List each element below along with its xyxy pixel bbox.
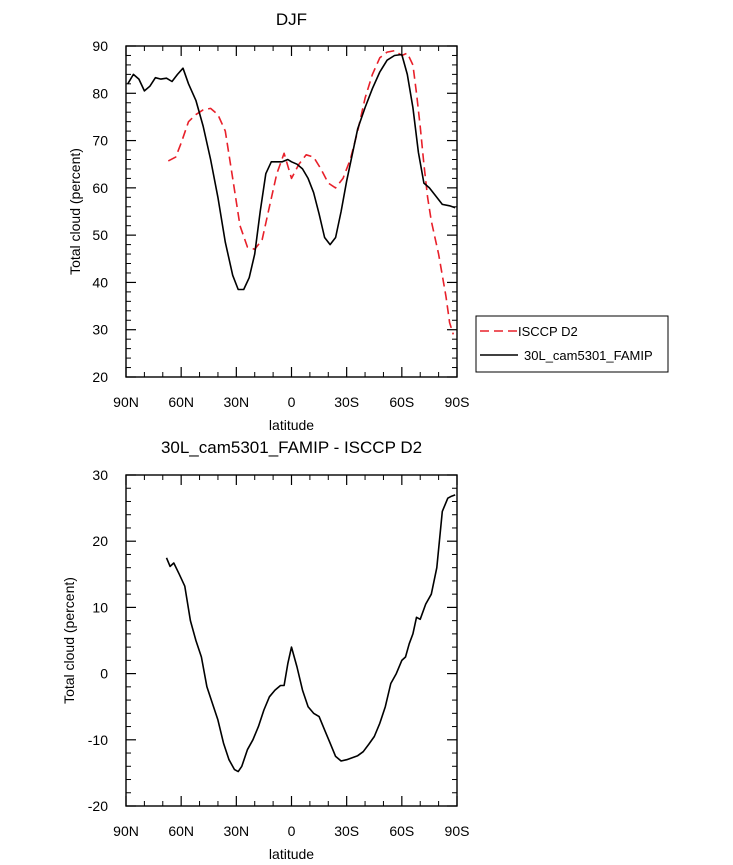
x-tick-label: 30N	[223, 394, 249, 410]
y-tick-label: 30	[92, 322, 108, 338]
top-chart-title: DJF	[276, 10, 307, 29]
top-series-lines	[127, 49, 456, 335]
y-tick-label: 90	[92, 38, 108, 54]
x-tick-label: 60N	[168, 394, 194, 410]
y-tick-label: 50	[92, 227, 108, 243]
x-tick-label: 90S	[445, 823, 470, 839]
bottom-x-axis-label: latitude	[269, 846, 314, 862]
legend-label-cam: 30L_cam5301_FAMIP	[524, 348, 653, 363]
x-tick-label: 30N	[223, 823, 249, 839]
y-tick-label: 80	[92, 85, 108, 101]
legend-box	[475, 315, 669, 373]
legend: ISCCP D2 30L_cam5301_FAMIP	[475, 315, 669, 373]
top-y-axis-label: Total cloud (percent)	[67, 148, 83, 275]
bottom-plot-frame	[125, 474, 458, 807]
x-tick-label: 90N	[113, 823, 139, 839]
x-tick-label: 0	[288, 823, 296, 839]
y-tick-label: 10	[92, 599, 108, 615]
top-plot-frame	[125, 45, 458, 378]
x-tick-label: 30S	[334, 394, 359, 410]
x-tick-label: 90N	[113, 394, 139, 410]
bottom-chart-title: 30L_cam5301_FAMIP - ISCCP D2	[161, 438, 422, 457]
x-tick-label: 60N	[168, 823, 194, 839]
y-tick-label: -20	[88, 798, 108, 814]
x-tick-label: 90S	[445, 394, 470, 410]
y-tick-label: 40	[92, 274, 108, 290]
y-tick-label: -10	[88, 732, 108, 748]
y-tick-label: 0	[100, 666, 108, 682]
top-x-axis-label: latitude	[269, 417, 314, 433]
y-tick-label: 70	[92, 133, 108, 149]
top-series-line-1	[127, 53, 456, 291]
y-tick-label: 60	[92, 180, 108, 196]
x-tick-label: 60S	[389, 394, 414, 410]
y-tick-label: 20	[92, 369, 108, 385]
y-tick-label: 30	[92, 467, 108, 483]
bottom-axis-ticks: 90N 60N 30N 0 30S 60S 90S -20 -10 0 10 20 30	[88, 467, 470, 839]
x-tick-label: 30S	[334, 823, 359, 839]
top-axis-ticks: 90N 60N 30N 0 30S 60S 90S 20 30 40 50 60 70 80 90	[92, 38, 469, 410]
top-panel: DJF latitude Total cloud (percent) 90N 60…	[67, 10, 469, 433]
bottom-series-lines	[165, 494, 456, 773]
y-tick-label: 20	[92, 533, 108, 549]
x-tick-label: 60S	[389, 823, 414, 839]
top-series-line-0	[167, 49, 455, 335]
legend-label-isccp: ISCCP D2	[518, 324, 578, 339]
bottom-panel: 30L_cam5301_FAMIP - ISCCP D2 latitude To…	[61, 438, 469, 862]
bottom-y-axis-label: Total cloud (percent)	[61, 577, 77, 704]
bottom-series-line-0	[165, 494, 456, 773]
x-tick-label: 0	[288, 394, 296, 410]
